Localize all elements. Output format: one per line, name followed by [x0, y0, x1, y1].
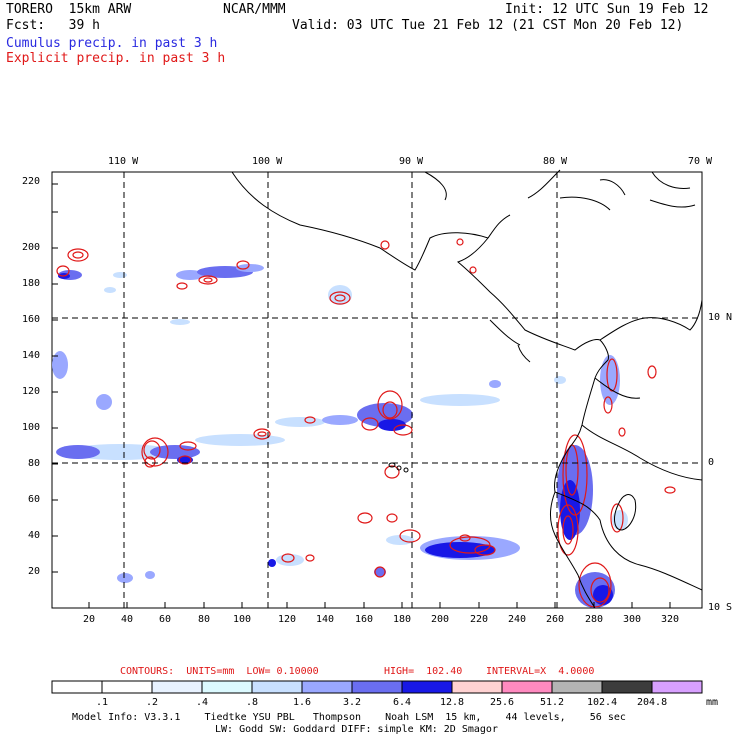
y-tick-label: 200	[22, 242, 41, 253]
x-tick-label: 80	[198, 614, 211, 625]
model-title: TORERO 15km ARW	[6, 2, 132, 17]
colorbar-box	[301, 680, 353, 694]
colorbar-level-label: 51.2	[540, 697, 565, 708]
x-tick-label: 60	[159, 614, 172, 625]
model-info: Model Info: V3.3.1 Tiedtke YSU PBL Thomp…	[72, 712, 626, 723]
colorbar-level-label: .4	[196, 697, 209, 708]
x-tick-label: 20	[83, 614, 96, 625]
colorbar-box	[601, 680, 653, 694]
plot-frame	[51, 171, 703, 609]
colorbar-box	[551, 680, 603, 694]
colorbar-box	[351, 680, 403, 694]
y-tick-label: 160	[22, 314, 41, 325]
colorbar-box	[651, 680, 703, 694]
y-tick-label: 40	[28, 530, 41, 541]
axis-ticks	[52, 183, 671, 608]
y-tick-label: 60	[28, 494, 41, 505]
colorbar-box	[401, 680, 453, 694]
org-label: NCAR/MMM	[223, 2, 286, 17]
colorbar-level-label: 6.4	[393, 697, 412, 708]
colorbar	[51, 680, 703, 694]
x-tick-label: 320	[661, 614, 680, 625]
colorbar-level-label: .2	[146, 697, 159, 708]
lon-label: 110 W	[108, 156, 139, 167]
colorbar-level-label: 12.8	[440, 697, 465, 708]
lat-lon-grid	[52, 172, 702, 608]
y-tick-label: 20	[28, 566, 41, 577]
colorbar-level-label: 102.4	[587, 697, 618, 708]
cumulus-legend: Cumulus precip. in past 3 h	[6, 36, 218, 51]
explicit-legend: Explicit precip. in past 3 h	[6, 51, 226, 66]
y-tick-label: 140	[22, 350, 41, 361]
colorbar-box	[51, 680, 103, 694]
lat-label: 10 S	[708, 602, 733, 613]
x-tick-label: 300	[623, 614, 642, 625]
contour-info: CONTOURS: UNITS=mm LOW= 0.10000	[120, 666, 319, 677]
y-tick-label: 80	[28, 458, 41, 469]
lat-label: 0	[708, 457, 715, 468]
colorbar-unit: mm	[706, 697, 719, 708]
lon-label: 100 W	[252, 156, 283, 167]
colorbar-level-label: 25.6	[490, 697, 515, 708]
coastlines	[231, 169, 703, 609]
lon-label: 80 W	[543, 156, 568, 167]
x-tick-label: 200	[431, 614, 450, 625]
x-tick-label: 40	[121, 614, 134, 625]
x-tick-label: 280	[585, 614, 604, 625]
contour-interval: INTERVAL=X 4.0000	[486, 666, 595, 677]
x-tick-label: 220	[470, 614, 489, 625]
colorbar-level-label: 3.2	[343, 697, 362, 708]
colorbar-box	[451, 680, 503, 694]
colorbar-level-label: 204.8	[637, 697, 668, 708]
x-tick-label: 140	[316, 614, 335, 625]
colorbar-level-label: .1	[96, 697, 109, 708]
init-time: Init: 12 UTC Sun 19 Feb 12	[505, 2, 709, 17]
valid-time: Valid: 03 UTC Tue 21 Feb 12 (21 CST Mon …	[292, 18, 684, 33]
colorbar-level-label: .8	[246, 697, 259, 708]
lon-label: 70 W	[688, 156, 713, 167]
colorbar-box	[201, 680, 253, 694]
x-tick-label: 120	[278, 614, 297, 625]
colorbar-box	[151, 680, 203, 694]
y-tick-label: 220	[22, 176, 41, 187]
colorbar-level-label: 1.6	[293, 697, 312, 708]
colorbar-box	[101, 680, 153, 694]
y-tick-label: 100	[22, 422, 41, 433]
x-tick-label: 240	[508, 614, 527, 625]
lat-label: 10 N	[708, 312, 733, 323]
y-tick-label: 180	[22, 278, 41, 289]
colorbar-box	[501, 680, 553, 694]
colorbar-box	[251, 680, 303, 694]
x-tick-label: 160	[355, 614, 374, 625]
lon-label: 90 W	[399, 156, 424, 167]
x-tick-label: 100	[233, 614, 252, 625]
forecast-hour: Fcst: 39 h	[6, 18, 100, 33]
x-tick-label: 180	[393, 614, 412, 625]
explicit-precip-contours	[56, 238, 676, 608]
contour-high: HIGH= 102.40	[384, 666, 463, 677]
x-tick-label: 260	[546, 614, 565, 625]
y-tick-label: 120	[22, 386, 41, 397]
model-physics: LW: Godd SW: Goddard DIFF: simple KM: 2D…	[215, 724, 498, 735]
